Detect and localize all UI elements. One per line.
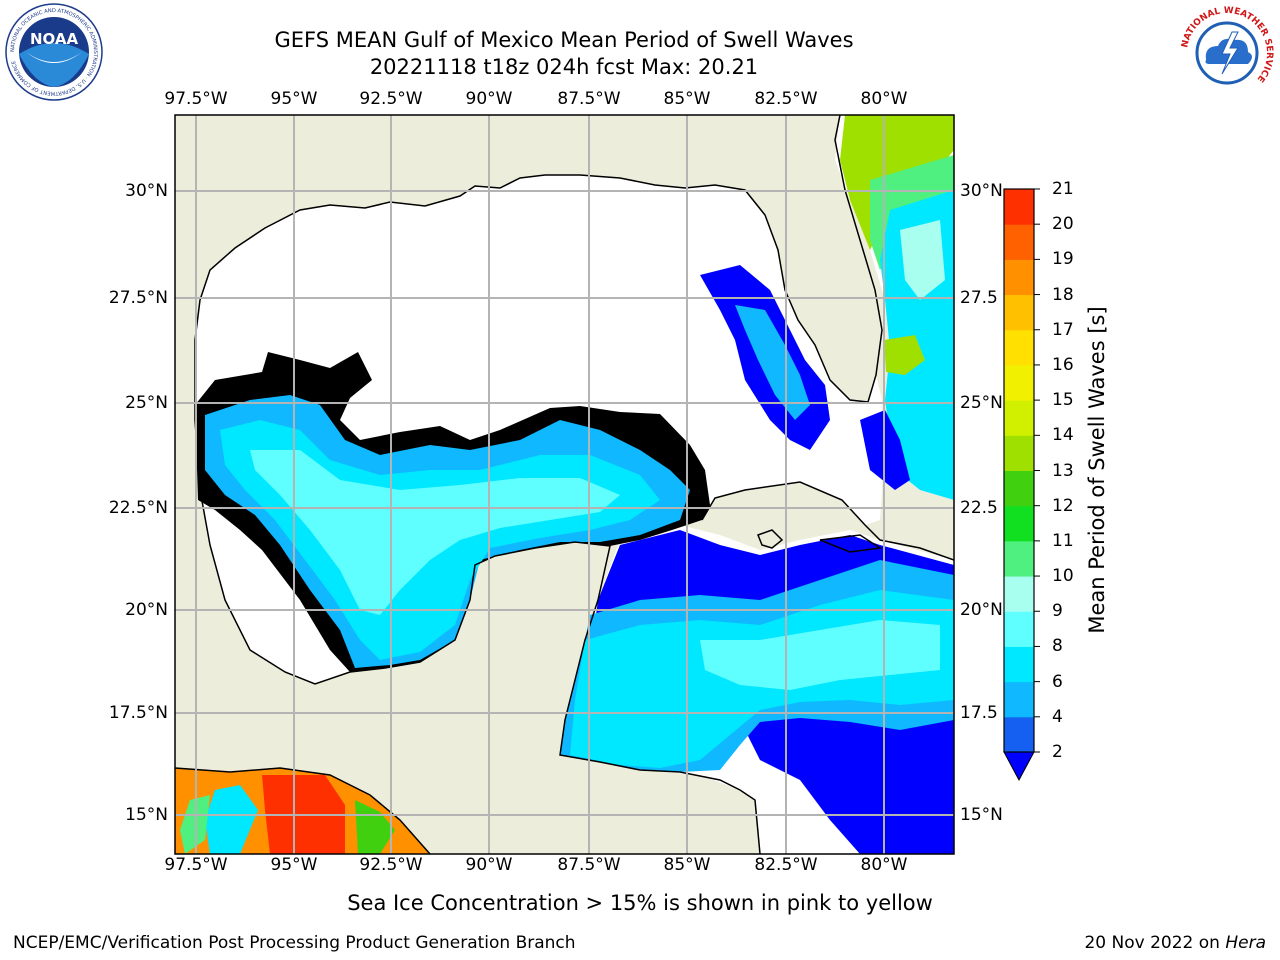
lon-label-bottom: 82.5°W (754, 855, 818, 875)
lon-label-bottom: 95°W (270, 855, 318, 875)
colorbar-tick-label: 11 (1052, 530, 1074, 551)
lon-label-top: 82.5°W (754, 89, 818, 109)
lat-label-right: 17.5 (960, 703, 998, 723)
colorbar-tick-label: 13 (1052, 460, 1074, 481)
colorbar-segment (1004, 259, 1034, 296)
colorbar-tick-label: 19 (1052, 249, 1074, 270)
host-name: Hera (1225, 933, 1266, 953)
colorbar-tick-label: 14 (1052, 425, 1074, 446)
swell-zone-bahamas-green (884, 335, 925, 375)
lat-label-left: 22.5°N (108, 498, 168, 518)
lon-label-bottom: 92.5°W (359, 855, 423, 875)
colorbar-segment (1004, 435, 1034, 471)
sea-ice-note: Sea Ice Concentration > 15% is shown in … (347, 891, 933, 915)
lon-label-bottom: 87.5°W (557, 855, 621, 875)
colorbar-segment (1004, 646, 1034, 683)
colorbar-extend-triangle (1003, 751, 1035, 782)
lon-label-top: 92.5°W (359, 89, 423, 109)
lat-label-right: 27.5 (960, 288, 998, 308)
colorbar-tick-label: 21 (1052, 179, 1074, 199)
colorbar-segment (1004, 681, 1034, 718)
colorbar-segment (1004, 364, 1034, 401)
coastlines (175, 115, 954, 854)
nws-logo: NATIONAL WEATHER SERVICE (1178, 4, 1276, 102)
colorbar-segment (1004, 400, 1034, 436)
colorbar-segment (1004, 540, 1034, 577)
lon-label-bottom: 97.5°W (164, 855, 228, 875)
lon-label-bottom: 85°W (663, 855, 711, 875)
swell-zone-caribbean-8to9s (700, 620, 940, 690)
map-subtitle: 20221118 t18z 024h fcst Max: 20.21 (369, 55, 759, 79)
colorbar-tick-label: 4 (1052, 706, 1063, 727)
swell-zone-pacific-cyan (205, 785, 258, 854)
swell-zone-pacific-green-east (355, 800, 395, 854)
lat-label-right: 30°N (960, 181, 1003, 201)
colorbar-segment (1004, 576, 1034, 612)
date-text: 20 Nov 2022 on Hera (1084, 933, 1266, 953)
map-frame (174, 114, 955, 855)
lat-label-left: 15°N (125, 805, 168, 825)
colorbar-segment (1004, 224, 1034, 260)
lon-label-top: 95°W (270, 89, 318, 109)
colorbar-segment (1004, 470, 1034, 507)
noaa-logo: NATIONAL OCEANIC AND ATMOSPHERIC ADMINIS… (5, 3, 103, 101)
colorbar-segment (1004, 189, 1034, 225)
lat-label-left: 20°N (125, 600, 168, 620)
colorbar-segment (1004, 716, 1034, 753)
lat-label-left: 27.5°N (108, 288, 168, 308)
colorbar-tick-label: 6 (1052, 671, 1063, 692)
colorbar-tick-label: 18 (1052, 284, 1074, 305)
lat-label-left: 25°N (125, 393, 168, 413)
lat-label-right: 20°N (960, 600, 1003, 620)
swell-period-fields (175, 115, 954, 854)
colorbar-segment (1004, 611, 1034, 647)
colorbar-segment (1004, 329, 1034, 366)
lon-label-top: 87.5°W (557, 89, 621, 109)
graticule (175, 115, 954, 854)
colorbar-tick-label: 15 (1052, 390, 1074, 411)
lat-label-left: 17.5°N (108, 703, 168, 723)
lon-label-top: 90°W (465, 89, 513, 109)
lon-label-bottom: 90°W (465, 855, 513, 875)
noaa-logo-text: NOAA (30, 30, 79, 48)
map-title: GEFS MEAN Gulf of Mexico Mean Period of … (274, 28, 854, 52)
colorbar-label: Mean Period of Swell Waves [s] (1085, 306, 1109, 634)
colorbar-tick-label: 16 (1052, 354, 1074, 375)
colorbar-tick-label: 20 (1052, 214, 1074, 235)
lon-label-top: 97.5°W (164, 89, 228, 109)
lon-label-bottom: 80°W (860, 855, 908, 875)
colorbar-segment (1004, 505, 1034, 542)
colorbar-tick-label: 9 (1052, 601, 1063, 622)
colorbar-tick-label: 12 (1052, 495, 1074, 516)
colorbar-tick-label: 10 (1052, 566, 1074, 587)
colorbar-segment (1004, 294, 1034, 331)
swell-zone-gulf-8to9s (250, 450, 620, 615)
lat-label-right: 22.5 (960, 498, 998, 518)
lat-label-right: 25°N (960, 393, 1003, 413)
colorbar-tick-label: 8 (1052, 636, 1063, 657)
lat-label-right: 15°N (960, 805, 1003, 825)
colorbar-tick-label: 2 (1052, 742, 1063, 762)
swell-zone-florida-shelf-inner (735, 305, 810, 420)
credit-text: NCEP/EMC/Verification Post Processing Pr… (13, 933, 576, 953)
lat-label-left: 30°N (125, 181, 168, 201)
swell-zone-atlantic-8to9s (900, 220, 945, 300)
lon-label-top: 85°W (663, 89, 711, 109)
lon-label-top: 80°W (860, 89, 908, 109)
colorbar (1003, 188, 1040, 782)
colorbar-tick-label: 17 (1052, 319, 1074, 340)
